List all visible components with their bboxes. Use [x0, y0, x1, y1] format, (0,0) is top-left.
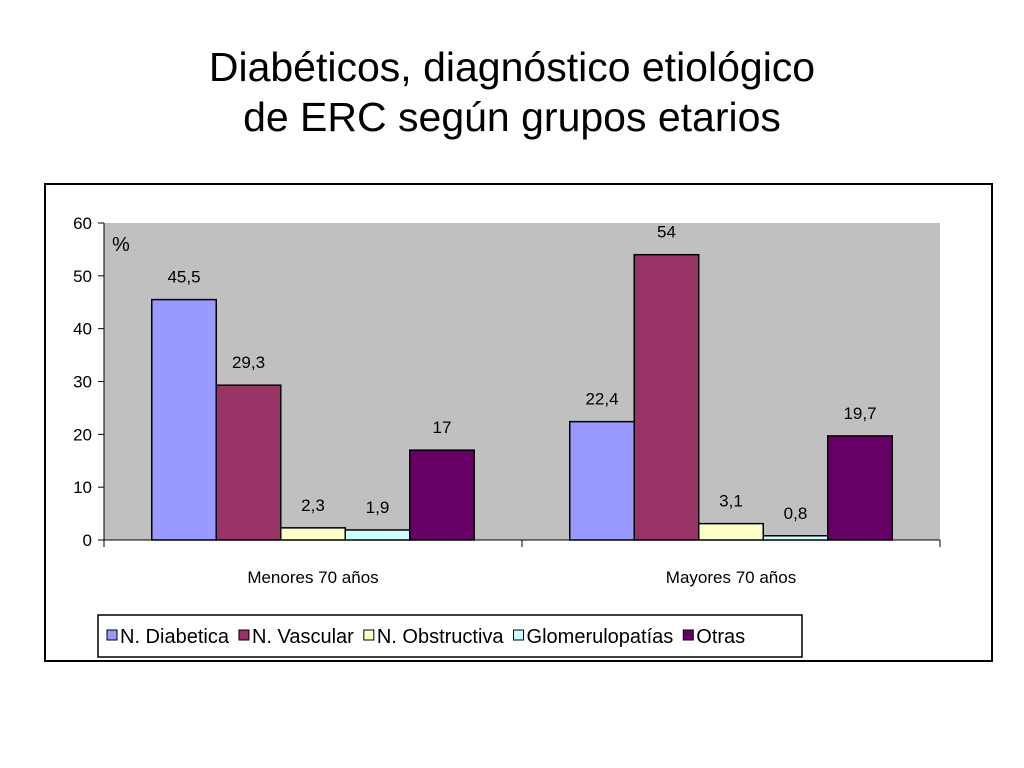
bar-n-vascular-1	[215, 384, 282, 541]
y-tick-label: 20	[73, 425, 92, 444]
legend-swatch	[363, 629, 375, 641]
data-label: 29,3	[232, 353, 265, 372]
legend-label: Otras	[696, 626, 745, 648]
y-tick-label: 10	[73, 478, 92, 497]
y-tick-label: 50	[73, 267, 92, 286]
bar-n-obstructiva-2	[698, 522, 764, 541]
data-label: 2,3	[301, 496, 325, 515]
legend-swatch	[513, 629, 525, 641]
legend-swatch	[106, 629, 118, 641]
data-label: 54	[657, 223, 676, 242]
data-label: 0,8	[784, 504, 808, 523]
bar-otras-1	[409, 449, 475, 541]
bar-otras-2	[827, 435, 893, 541]
legend-label: N. Vascular	[252, 626, 354, 648]
bar-glomerulopat-as-1	[344, 529, 411, 541]
slide-title: Diabéticos, diagnóstico etiológico de ER…	[0, 42, 1024, 142]
slide-title-line-1: Diabéticos, diagnóstico etiológico	[208, 44, 816, 90]
legend-label: Glomerulopatías	[527, 626, 674, 648]
legend-swatch	[238, 629, 250, 641]
data-label: 45,5	[167, 268, 200, 287]
x-category-label: Mayores 70 años	[666, 568, 796, 587]
bar-n-obstructiva-1	[280, 527, 346, 541]
legend-swatch	[682, 629, 694, 641]
bar-chart: 0 10 20 30 40 50 60% 45,5 29,3 2,3 1,9 17 Menores 70…	[73, 214, 941, 658]
y-tick-label: 60	[73, 214, 92, 233]
legend-label: N. Diabetica	[120, 626, 230, 648]
y-axis-label: %	[112, 234, 130, 256]
bar-glomerulopat-as-2	[762, 535, 829, 541]
x-category-label: Menores 70 años	[247, 568, 378, 587]
data-label: 19,7	[843, 404, 876, 423]
data-label: 1,9	[366, 498, 390, 517]
bar-n-diabetica-2	[569, 420, 635, 541]
y-tick-label: 30	[73, 373, 92, 392]
data-label: 17	[433, 418, 452, 437]
slide-title-line-2: de ERC según grupos etarios	[243, 94, 781, 140]
bar-n-diabetica-1	[151, 298, 217, 541]
y-tick-label: 40	[73, 320, 92, 339]
chart-frame: 0 10 20 30 40 50 60% 45,5 29,3 2,3 1,9 17 Menores 70…	[44, 183, 993, 662]
data-label: 22,4	[585, 390, 618, 409]
y-tick-label: 0	[83, 531, 92, 550]
data-label: 3,1	[719, 492, 743, 511]
legend-label: N. Obstructiva	[377, 626, 505, 648]
bar-n-vascular-2	[633, 253, 700, 541]
